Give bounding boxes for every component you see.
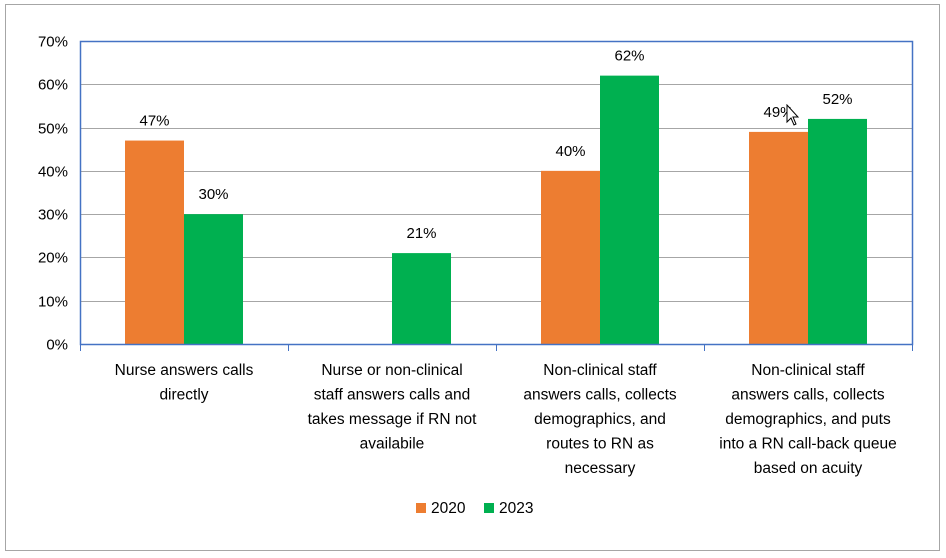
category-label: necessary	[565, 460, 636, 477]
category-label: demographics, and puts	[725, 411, 891, 428]
y-tick-label: 20%	[38, 250, 68, 267]
data-label: 52%	[822, 91, 852, 108]
data-label: 21%	[406, 225, 436, 242]
data-labels: 47% 30% 21% 40% 62% 49% 52%	[139, 48, 852, 242]
y-tick-label: 60%	[38, 77, 68, 94]
data-label: 49%	[763, 104, 793, 121]
category-label: answers calls, collects	[523, 387, 677, 404]
category-label: Nurse answers calls	[115, 362, 254, 379]
y-tick-label: 40%	[38, 164, 68, 181]
plot-border	[79, 40, 914, 351]
category-label: into a RN call-back queue	[719, 436, 897, 453]
legend-label: 2023	[499, 500, 533, 517]
category-label: Non-clinical staff	[543, 362, 657, 379]
bar-2020-3	[749, 131, 808, 344]
category-label: answers calls, collects	[731, 387, 885, 404]
legend-label: 2020	[431, 500, 466, 517]
y-tick-label: 0%	[46, 337, 68, 354]
category-label: routes to RN as	[546, 436, 654, 453]
y-tick-label: 30%	[38, 207, 68, 224]
bar-2023-0	[184, 214, 243, 344]
bar-2020-0	[125, 140, 184, 344]
data-label: 47%	[139, 113, 169, 130]
bar-2023-3	[808, 118, 867, 345]
y-tick-label: 10%	[38, 294, 68, 311]
legend-swatch-2020	[416, 503, 426, 513]
category-label: Nurse or non-clinical	[321, 362, 462, 379]
category-label: staff answers calls and	[314, 387, 471, 404]
legend: 2020 2023	[416, 500, 533, 517]
category-label: takes message if RN not	[308, 411, 478, 428]
data-label: 62%	[614, 48, 644, 65]
category-label: directly	[159, 387, 208, 404]
category-label: availabile	[360, 436, 425, 453]
y-tick-label: 70%	[38, 34, 68, 51]
data-label: 30%	[198, 186, 228, 203]
category-label: demographics, and	[534, 411, 666, 428]
y-axis-ticks: 0% 10% 20% 30% 40% 50% 60% 70%	[38, 34, 68, 354]
category-label: Non-clinical staff	[751, 362, 865, 379]
bar-2020-2	[541, 170, 600, 344]
category-labels: Nurse answers calls directly Nurse or non-…	[115, 362, 897, 477]
category-label: based on acuity	[754, 460, 863, 477]
data-label: 40%	[555, 143, 585, 160]
bars	[125, 75, 867, 345]
bar-2023-1	[392, 253, 451, 344]
y-tick-label: 50%	[38, 121, 68, 138]
mouse-cursor-icon	[786, 104, 800, 126]
legend-swatch-2023	[484, 503, 494, 513]
bar-2023-2	[600, 75, 659, 344]
